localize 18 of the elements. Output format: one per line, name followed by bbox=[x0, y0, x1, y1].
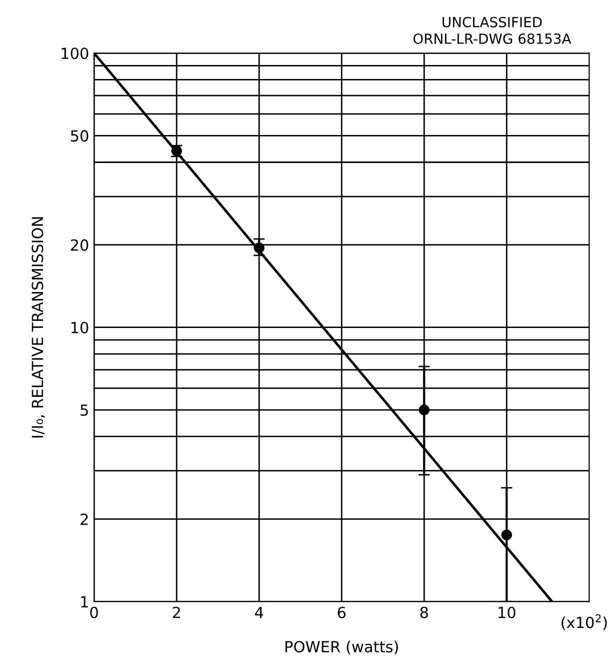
y-tick-label: 5 bbox=[80, 404, 88, 416]
text: UNCLASSIFIED bbox=[442, 16, 542, 28]
x-tick-label: 0 bbox=[90, 606, 98, 618]
x-tick-label: 4 bbox=[255, 606, 264, 618]
y-tick-label: 1 bbox=[81, 596, 88, 608]
y-tick-label: 50 bbox=[70, 130, 88, 142]
x-tick-label: 10 bbox=[498, 606, 516, 618]
text: ORNL-LR-DWG 68153A bbox=[413, 33, 572, 44]
y-tick-label: 100 bbox=[62, 48, 88, 60]
x-tick-label: 2 bbox=[172, 606, 180, 618]
y-axis-title: I/I₀, RELATIVE TRANSMISSION bbox=[32, 217, 45, 438]
text: (x10$^{2}$) bbox=[562, 614, 607, 630]
y-tick-label: 10 bbox=[71, 322, 88, 334]
x-axis-title: POWER (watts) bbox=[286, 640, 398, 654]
y-tick-label: 2 bbox=[80, 513, 88, 525]
x-tick-label: 8 bbox=[420, 606, 428, 618]
y-tick-label: 20 bbox=[70, 239, 88, 251]
x-tick-label: 6 bbox=[338, 606, 346, 618]
